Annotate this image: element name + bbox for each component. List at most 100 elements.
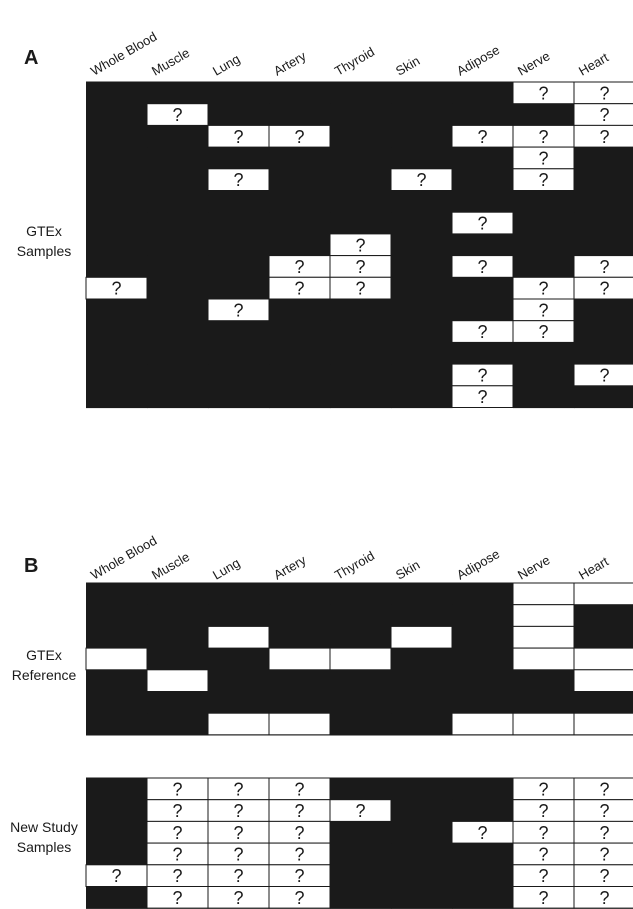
filled-cell xyxy=(574,604,633,627)
filled-cell xyxy=(452,583,514,606)
empty-cell xyxy=(573,582,633,606)
question-mark: ? xyxy=(111,279,121,299)
filled-cell xyxy=(86,212,148,235)
question-mark: ? xyxy=(599,365,609,385)
question-mark: ? xyxy=(599,257,609,277)
question-mark: ? xyxy=(477,257,487,277)
question-mark: ? xyxy=(294,779,304,799)
filled-cell xyxy=(452,886,514,909)
filled-cell xyxy=(330,843,392,866)
filled-cell xyxy=(208,233,270,257)
filled-cell xyxy=(86,320,148,343)
filled-cell xyxy=(452,799,514,822)
empty-cell xyxy=(512,712,575,736)
filled-cell xyxy=(574,147,633,170)
filled-cell xyxy=(391,669,453,693)
column-label-muscle: Muscle xyxy=(149,549,192,583)
empty-cell xyxy=(146,669,209,692)
column-label-artery: Artery xyxy=(271,552,309,583)
filled-cell xyxy=(574,299,633,322)
question-mark: ? xyxy=(538,148,548,168)
group-label-line: New Study xyxy=(10,819,78,835)
filled-cell xyxy=(330,626,392,649)
question-mark: ? xyxy=(172,779,182,799)
filled-cell xyxy=(147,713,209,736)
question-mark: ? xyxy=(294,257,304,277)
filled-cell xyxy=(269,168,331,192)
filled-cell xyxy=(269,190,331,213)
question-mark: ? xyxy=(599,823,609,843)
filled-cell xyxy=(86,799,148,822)
filled-cell xyxy=(86,233,148,257)
filled-cell xyxy=(208,212,270,235)
empty-cell xyxy=(207,712,270,736)
filled-cell xyxy=(269,299,331,322)
filled-cell xyxy=(574,626,633,649)
question-mark: ? xyxy=(111,866,121,886)
group-label-line: Reference xyxy=(12,667,77,683)
filled-cell xyxy=(330,778,392,801)
column-label-artery: Artery xyxy=(271,48,309,79)
filled-cell xyxy=(147,320,209,343)
filled-cell xyxy=(147,82,209,105)
filled-cell xyxy=(452,691,514,714)
question-mark: ? xyxy=(538,779,548,799)
column-label-whole-blood: Whole Blood xyxy=(88,29,159,79)
question-mark: ? xyxy=(599,801,609,821)
group-label-line: GTEx xyxy=(26,647,62,663)
question-mark: ? xyxy=(233,888,243,908)
question-mark: ? xyxy=(538,866,548,886)
filled-cell xyxy=(208,255,270,278)
filled-cell xyxy=(391,212,453,235)
filled-cell xyxy=(330,82,392,105)
filled-cell xyxy=(391,778,453,801)
filled-cell xyxy=(574,385,633,409)
question-mark: ? xyxy=(599,844,609,864)
filled-cell xyxy=(208,583,270,606)
question-mark: ? xyxy=(538,83,548,103)
question-mark: ? xyxy=(233,300,243,320)
empty-cell xyxy=(451,712,514,736)
filled-cell xyxy=(391,147,453,170)
column-label-nerve: Nerve xyxy=(515,552,553,582)
filled-cell xyxy=(391,821,453,844)
filled-cell xyxy=(513,385,575,409)
filled-cell xyxy=(452,233,514,257)
filled-cell xyxy=(208,277,270,300)
filled-cell xyxy=(330,864,392,888)
question-mark: ? xyxy=(355,235,365,255)
question-mark: ? xyxy=(599,83,609,103)
filled-cell xyxy=(269,626,331,649)
column-label-thyroid: Thyroid xyxy=(332,44,377,79)
question-mark: ? xyxy=(538,844,548,864)
empty-cell xyxy=(268,712,331,736)
filled-cell xyxy=(208,669,270,693)
filled-cell xyxy=(513,233,575,257)
group-label-line: Samples xyxy=(17,243,71,259)
filled-cell xyxy=(452,669,514,693)
filled-cell xyxy=(513,255,575,278)
filled-cell xyxy=(147,604,209,627)
filled-cell xyxy=(574,320,633,343)
empty-cell xyxy=(573,647,633,671)
filled-cell xyxy=(147,277,209,300)
filled-cell xyxy=(147,168,209,192)
empty-cell xyxy=(268,647,331,671)
filled-cell xyxy=(269,103,331,126)
filled-cell xyxy=(391,190,453,213)
question-mark: ? xyxy=(233,866,243,886)
filled-cell xyxy=(330,125,392,148)
filled-cell xyxy=(391,799,453,822)
question-mark: ? xyxy=(294,127,304,147)
question-mark: ? xyxy=(233,127,243,147)
question-mark: ? xyxy=(599,127,609,147)
filled-cell xyxy=(147,691,209,714)
question-mark: ? xyxy=(233,844,243,864)
empty-cell xyxy=(573,669,633,692)
question-mark: ? xyxy=(355,279,365,299)
question-mark: ? xyxy=(172,801,182,821)
filled-cell xyxy=(86,583,148,606)
filled-cell xyxy=(330,604,392,627)
